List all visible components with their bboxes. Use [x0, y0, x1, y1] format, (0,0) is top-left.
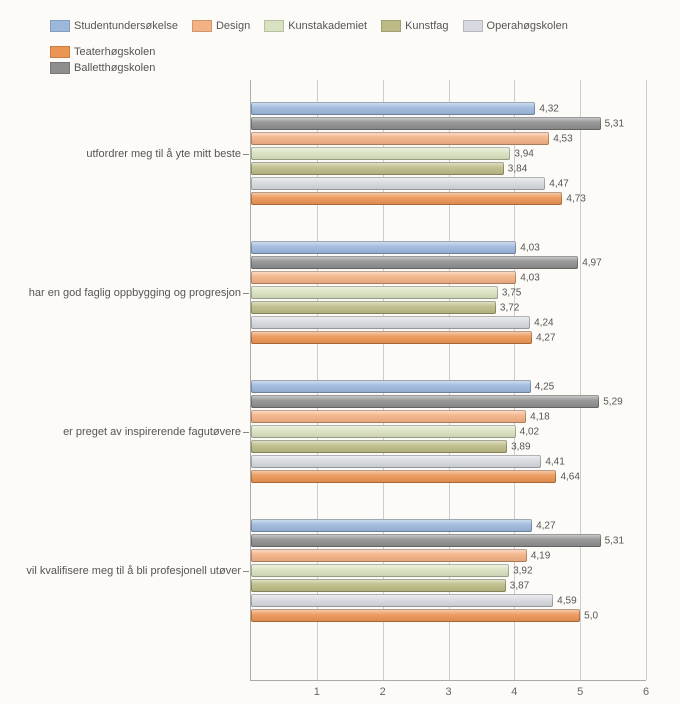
legend-swatch — [50, 20, 70, 32]
category-group: er preget av inspirerende fagutøvere4,25… — [251, 380, 646, 483]
bar-value-label: 4,03 — [520, 242, 539, 253]
bar-value-label: 3,92 — [513, 565, 532, 576]
bar-value-label: 4,59 — [557, 595, 576, 606]
bar-value-label: 4,25 — [535, 381, 554, 392]
bar: 4,24 — [251, 316, 530, 329]
bar-value-label: 3,72 — [500, 302, 519, 313]
bar: 3,87 — [251, 579, 506, 592]
x-tick-label: 4 — [511, 686, 517, 698]
legend: Studentundersøkelse Design Kunstakademiet K… — [50, 20, 680, 78]
bar-value-label: 4,27 — [536, 332, 555, 343]
legend-item: Balletthøgskolen — [50, 62, 155, 74]
bar: 3,94 — [251, 147, 510, 160]
bar: 4,18 — [251, 410, 526, 423]
legend-label: Operahøgskolen — [487, 20, 568, 32]
bar-value-label: 4,53 — [553, 133, 572, 144]
bar: 4,59 — [251, 594, 553, 607]
bar-value-label: 4,24 — [534, 317, 553, 328]
legend-label: Design — [216, 20, 250, 32]
x-tick-label: 6 — [643, 686, 649, 698]
bar: 4,73 — [251, 192, 562, 205]
gridline — [646, 80, 647, 680]
legend-item: Operahøgskolen — [463, 20, 568, 32]
legend-label: Balletthøgskolen — [74, 62, 155, 74]
bar-value-label: 4,27 — [536, 520, 555, 531]
bar-value-label: 4,97 — [582, 257, 601, 268]
legend-label: Kunstfag — [405, 20, 448, 32]
chart-container: Studentundersøkelse Design Kunstakademiet K… — [0, 0, 680, 704]
bar: 5,0 — [251, 609, 580, 622]
legend-swatch — [264, 20, 284, 32]
x-tick-label: 5 — [577, 686, 583, 698]
category-label: utfordrer meg til å yte mitt beste — [86, 148, 241, 160]
bar: 4,53 — [251, 132, 549, 145]
category-label: har en god faglig oppbygging og progresj… — [29, 287, 241, 299]
bar: 3,84 — [251, 162, 504, 175]
legend-item: Kunstfag — [381, 20, 448, 32]
bar: 5,31 — [251, 117, 601, 130]
bar: 4,64 — [251, 470, 556, 483]
category-group: har en god faglig oppbygging og progresj… — [251, 241, 646, 344]
bar-value-label: 3,94 — [514, 148, 533, 159]
bar-value-label: 5,29 — [603, 396, 622, 407]
category-group: vil kvalifisere meg til å bli profesjone… — [251, 519, 646, 622]
legend-swatch — [463, 20, 483, 32]
legend-swatch — [50, 62, 70, 74]
legend-swatch — [381, 20, 401, 32]
bar: 4,19 — [251, 549, 527, 562]
legend-label: Teaterhøgskolen — [74, 46, 155, 58]
category-label: vil kvalifisere meg til å bli profesjone… — [26, 565, 241, 577]
legend-item: Studentundersøkelse — [50, 20, 178, 32]
category-label: er preget av inspirerende fagutøvere — [63, 426, 241, 438]
bar-value-label: 4,02 — [520, 426, 539, 437]
legend-label: Kunstakademiet — [288, 20, 367, 32]
bar: 4,97 — [251, 256, 578, 269]
bar-value-label: 4,47 — [549, 178, 568, 189]
bar-value-label: 3,89 — [511, 441, 530, 452]
legend-label: Studentundersøkelse — [74, 20, 178, 32]
bar: 4,32 — [251, 102, 535, 115]
bar: 3,92 — [251, 564, 509, 577]
bar-value-label: 4,64 — [560, 471, 579, 482]
bar: 5,29 — [251, 395, 599, 408]
bar-value-label: 3,84 — [508, 163, 527, 174]
x-tick-label: 2 — [380, 686, 386, 698]
plot-area: 123456utfordrer meg til å yte mitt beste… — [250, 80, 646, 681]
legend-swatch — [192, 20, 212, 32]
bar-value-label: 4,73 — [566, 193, 585, 204]
bar-value-label: 4,19 — [531, 550, 550, 561]
bar: 4,03 — [251, 271, 516, 284]
bar-value-label: 4,32 — [539, 103, 558, 114]
bar: 4,27 — [251, 331, 532, 344]
x-tick-label: 1 — [314, 686, 320, 698]
bar: 3,89 — [251, 440, 507, 453]
bar: 5,31 — [251, 534, 601, 547]
bar-value-label: 3,87 — [510, 580, 529, 591]
legend-row: Balletthøgskolen — [50, 62, 680, 74]
x-tick-label: 3 — [445, 686, 451, 698]
legend-item: Teaterhøgskolen — [50, 46, 155, 58]
legend-swatch — [50, 46, 70, 58]
bar: 4,02 — [251, 425, 516, 438]
bar-value-label: 5,31 — [605, 118, 624, 129]
legend-item: Kunstakademiet — [264, 20, 367, 32]
bar: 4,47 — [251, 177, 545, 190]
bar-value-label: 4,03 — [520, 272, 539, 283]
legend-row: Studentundersøkelse Design Kunstakademiet K… — [50, 20, 680, 58]
category-group: utfordrer meg til å yte mitt beste4,325,… — [251, 102, 646, 205]
bar-value-label: 5,31 — [605, 535, 624, 546]
bar-value-label: 4,41 — [545, 456, 564, 467]
bar: 4,41 — [251, 455, 541, 468]
bar: 4,03 — [251, 241, 516, 254]
bar: 4,27 — [251, 519, 532, 532]
bar: 4,25 — [251, 380, 531, 393]
bar: 3,75 — [251, 286, 498, 299]
bar: 3,72 — [251, 301, 496, 314]
bar-value-label: 3,75 — [502, 287, 521, 298]
bar-value-label: 4,18 — [530, 411, 549, 422]
legend-item: Design — [192, 20, 250, 32]
bar-value-label: 5,0 — [584, 610, 598, 621]
